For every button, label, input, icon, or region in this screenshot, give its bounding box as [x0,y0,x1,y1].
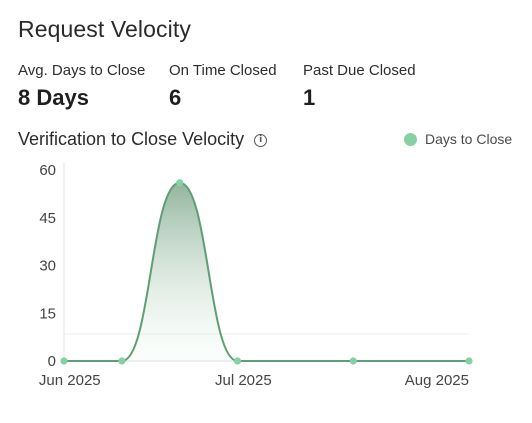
page-title: Request Velocity [18,16,191,42]
legend-label: Days to Close [425,131,513,147]
data-point[interactable] [176,179,184,187]
metric-avg-days-to-close: Avg. Days to Close 8 Days [18,62,145,111]
info-icon[interactable]: i [254,134,268,147]
metric-value: 8 Days [18,85,89,110]
metric-value: 6 [169,85,182,110]
data-point[interactable] [233,357,242,365]
y-tick-label: 45 [39,210,56,227]
series-area [64,182,469,361]
x-tick-label: Aug 2025 [405,372,469,389]
metric-label: On Time Closed [169,62,277,79]
chart-title-text: Verification to Close Velocity [18,129,245,149]
data-point[interactable] [60,357,68,365]
data-point[interactable] [349,357,357,365]
x-tick-label: Jul 2025 [215,372,272,389]
legend-swatch [404,132,417,146]
y-tick-label: 0 [48,353,56,370]
y-tick-label: 60 [39,162,56,179]
chart-title: Verification to Close Velocity i [18,129,268,150]
data-point[interactable] [118,357,126,365]
chart-legend[interactable]: Days to Close [404,131,512,147]
metric-value: 1 [303,85,316,110]
metric-label: Avg. Days to Close [18,62,146,79]
metric-label: Past Due Closed [303,62,416,79]
metric-on-time-closed: On Time Closed 6 [169,62,277,111]
y-tick-label: 30 [39,258,56,275]
y-tick-label: 15 [39,305,56,322]
x-tick-label: Jun 2025 [39,372,101,389]
metric-past-due-closed: Past Due Closed 1 [303,62,416,111]
data-point[interactable] [465,357,473,365]
